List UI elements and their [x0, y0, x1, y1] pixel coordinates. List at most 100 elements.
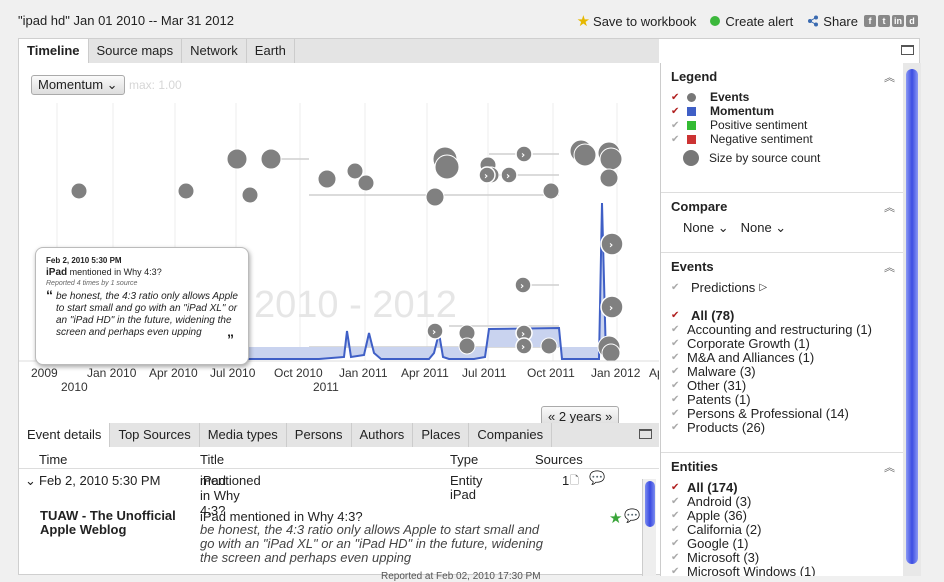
- entity-item[interactable]: ✔ Microsoft (3): [671, 550, 893, 565]
- range-selector[interactable]: « 2 years »: [541, 406, 620, 426]
- entity-item[interactable]: ✔ Apple (36): [671, 508, 893, 523]
- document-icon[interactable]: 🗋: [570, 475, 579, 487]
- event-category-label: Corporate Growth (1): [687, 335, 810, 351]
- entity-item[interactable]: ✔ California (2): [671, 522, 893, 537]
- event-circle[interactable]: [260, 148, 282, 170]
- event-circle[interactable]: [357, 174, 375, 192]
- sidebar-scrollbar[interactable]: [903, 63, 921, 576]
- legend-item-momentum[interactable]: ✔ Momentum: [671, 104, 893, 118]
- event-cluster-icon[interactable]: [514, 276, 532, 294]
- detail-source[interactable]: TUAW - The Unofficial Apple Weblog: [40, 508, 176, 537]
- event-category-item[interactable]: ✔ Accounting and restructuring (1): [671, 322, 893, 337]
- collapse-icon[interactable]: ︽: [884, 462, 895, 474]
- event-cluster-icon[interactable]: [426, 322, 444, 340]
- event-cluster-icon[interactable]: [515, 337, 533, 355]
- comment-icon[interactable]: 💬: [589, 470, 606, 485]
- event-circle[interactable]: [599, 147, 623, 171]
- collapse-icon[interactable]: ︽: [884, 202, 895, 214]
- entities-all-item[interactable]: ✔ All (174): [671, 480, 893, 495]
- details-scrollbar[interactable]: [642, 479, 656, 576]
- maximize-icon[interactable]: [901, 45, 914, 55]
- event-circle[interactable]: [177, 182, 195, 200]
- save-to-workbook-button[interactable]: ★ Save to workbook: [577, 12, 697, 30]
- check-icon: ✔: [671, 523, 680, 535]
- event-circle[interactable]: [226, 148, 248, 170]
- metric-select[interactable]: Momentum ⌄: [31, 75, 125, 95]
- collapse-icon[interactable]: ︽: [884, 72, 895, 84]
- event-circle[interactable]: [346, 162, 364, 180]
- tab-media-types[interactable]: Media types: [200, 423, 287, 447]
- event-cluster-icon[interactable]: [600, 295, 624, 319]
- create-alert-button[interactable]: Create alert: [710, 14, 793, 29]
- maximize-details-icon[interactable]: [639, 429, 652, 439]
- event-circle[interactable]: [70, 182, 88, 200]
- share-button[interactable]: Share: [807, 14, 858, 29]
- tab-earth[interactable]: Earth: [247, 39, 295, 63]
- event-cluster-icon[interactable]: [515, 145, 533, 163]
- col-sources[interactable]: Sources: [535, 452, 583, 467]
- event-circle[interactable]: [599, 168, 619, 188]
- expand-icon[interactable]: ⌄: [25, 473, 36, 488]
- tab-places[interactable]: Places: [413, 423, 470, 447]
- entity-item[interactable]: ✔ Google (1): [671, 536, 893, 551]
- check-icon: ✔: [671, 309, 680, 321]
- event-cluster-icon[interactable]: [478, 166, 496, 184]
- favorite-star-icon[interactable]: ★: [609, 510, 623, 527]
- compare-select-b[interactable]: None ⌄: [740, 220, 787, 235]
- max-label: max: 1.00: [129, 78, 182, 92]
- entity-item[interactable]: ✔ Android (3): [671, 494, 893, 509]
- col-type[interactable]: Type: [450, 452, 479, 467]
- col-time[interactable]: Time: [39, 452, 68, 467]
- tab-event-details[interactable]: Event details: [19, 423, 111, 447]
- event-cluster-icon[interactable]: [600, 232, 624, 256]
- legend-item-events[interactable]: ✔ Events: [671, 90, 893, 104]
- event-category-item[interactable]: ✔ Malware (3): [671, 364, 893, 379]
- event-category-item[interactable]: ✔ M&A and Alliances (1): [671, 350, 893, 365]
- tab-persons[interactable]: Persons: [287, 423, 352, 447]
- entity-label: Microsoft Windows (1): [687, 563, 816, 577]
- compare-select-a[interactable]: None ⌄: [683, 220, 729, 235]
- entity-item[interactable]: ✔ Microsoft Windows (1): [671, 563, 893, 577]
- tab-timeline[interactable]: Timeline: [19, 39, 89, 63]
- event-circle[interactable]: [540, 337, 558, 355]
- event-category-item[interactable]: ✔ Persons & Professional (14): [671, 406, 893, 421]
- save-label: Save to workbook: [593, 13, 697, 29]
- linkedin-icon[interactable]: in: [892, 15, 904, 27]
- facebook-icon[interactable]: f: [864, 15, 876, 27]
- event-circle[interactable]: [601, 343, 621, 363]
- tab-source-maps[interactable]: Source maps: [89, 39, 183, 63]
- twitter-icon[interactable]: t: [878, 15, 890, 27]
- event-circle[interactable]: [573, 143, 597, 167]
- detail-comment-icon[interactable]: 💬: [624, 508, 641, 523]
- event-circle[interactable]: [241, 186, 259, 204]
- details-scroll-thumb[interactable]: [645, 481, 655, 527]
- event-category-item[interactable]: ✔ Corporate Growth (1): [671, 335, 893, 351]
- event-circle[interactable]: [434, 154, 460, 180]
- legend-item-positive[interactable]: ✔ Positive sentiment: [671, 118, 893, 132]
- event-circle[interactable]: [317, 169, 337, 189]
- event-category-item[interactable]: ✔ Products (26): [671, 419, 893, 435]
- timeline-chart[interactable]: 2010 - 2012 › › › › › › › › › 2009 Jan 2010 Apr 20…: [19, 63, 659, 426]
- legend-item-negative[interactable]: ✔ Negative sentiment: [671, 132, 893, 146]
- event-circle[interactable]: [542, 182, 560, 200]
- tab-companies[interactable]: Companies: [469, 423, 553, 447]
- col-title[interactable]: Title: [200, 452, 225, 467]
- tab-top-sources[interactable]: Top Sources: [110, 423, 200, 447]
- event-circle[interactable]: [458, 337, 476, 355]
- sidebar-scroll-thumb[interactable]: [906, 69, 918, 564]
- event-category-item[interactable]: ✔ Other (31): [671, 378, 893, 393]
- event-category-item[interactable]: ✔ Patents (1): [671, 392, 893, 407]
- main-panel: Timeline Source maps Network Earth 2010 …: [18, 38, 921, 582]
- table-row[interactable]: ⌄ Feb 2, 2010 5:30 PM iPad mentioned in …: [19, 470, 659, 518]
- delicious-icon[interactable]: d: [906, 15, 918, 27]
- predictions-item[interactable]: ✔ Predictions ▷: [671, 280, 893, 295]
- tab-authors[interactable]: Authors: [352, 423, 414, 447]
- event-cluster-icon[interactable]: [500, 166, 518, 184]
- events-all-item[interactable]: ✔ All (78): [671, 308, 893, 323]
- collapse-icon[interactable]: ︽: [884, 262, 895, 274]
- event-category-label: Products (26): [687, 419, 766, 435]
- event-circle[interactable]: [425, 187, 445, 207]
- check-icon: ✔: [671, 565, 680, 577]
- tab-network[interactable]: Network: [182, 39, 247, 63]
- event-markers[interactable]: › › › › › › › › ›: [70, 139, 624, 363]
